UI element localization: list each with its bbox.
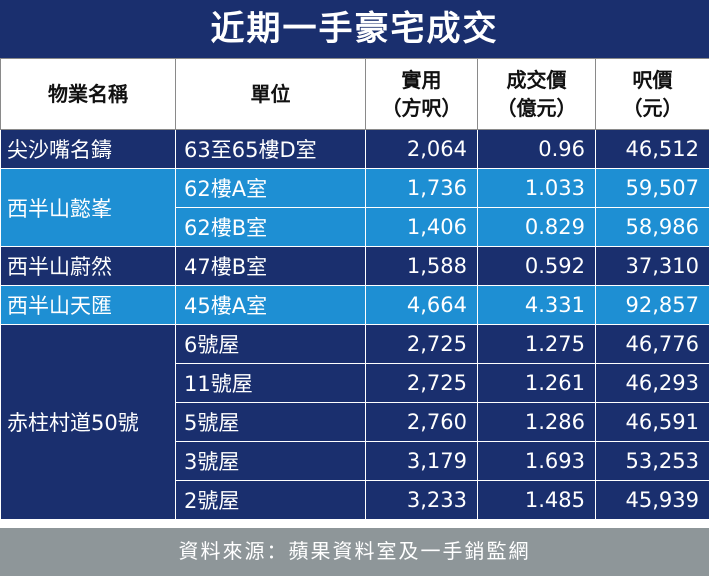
header-unit: 單位 (175, 58, 366, 130)
area-cell: 4,664 (365, 285, 478, 325)
area-cell: 2,725 (365, 363, 478, 403)
unit-cell: 47樓B室 (175, 246, 366, 286)
table-row: 62樓B室 1,406 0.829 58,986 (0, 207, 709, 247)
psf-cell: 46,512 (595, 129, 709, 169)
price-cell: 0.829 (477, 207, 596, 247)
unit-cell: 11號屋 (175, 363, 366, 403)
unit-cell: 3號屋 (175, 441, 366, 481)
unit-cell: 45樓A室 (175, 285, 366, 325)
area-cell: 3,233 (365, 480, 478, 520)
header-psf-line2: （元） (622, 96, 683, 120)
psf-cell: 59,507 (595, 168, 709, 208)
header-psf-line1: 呎價 (632, 68, 673, 92)
unit-cell: 5號屋 (175, 402, 366, 442)
unit-cell: 62樓B室 (175, 207, 366, 247)
project-name: 尖沙嘴名鑄 (0, 129, 176, 169)
header-price: 成交價 （億元） (477, 58, 596, 130)
psf-cell: 58,986 (595, 207, 709, 247)
table-row: 尖沙嘴名鑄 63至65樓D室 2,064 0.96 46,512 (0, 129, 709, 169)
source-footer: 資料來源：蘋果資料室及一手銷監網 (0, 528, 709, 576)
unit-cell: 62樓A室 (175, 168, 366, 208)
header-area-line2: （方呎） (381, 96, 462, 120)
area-cell: 2,725 (365, 324, 478, 364)
price-cell: 1.485 (477, 480, 596, 520)
area-cell: 1,588 (365, 246, 478, 286)
table-row: 西半山蔚然 47樓B室 1,588 0.592 37,310 (0, 246, 709, 286)
price-cell: 0.592 (477, 246, 596, 286)
area-cell: 3,179 (365, 441, 478, 481)
header-name: 物業名稱 (0, 58, 176, 130)
transactions-table: 物業名稱 單位 實用 （方呎） 成交價 （億元） 呎價 （元） 尖沙嘴名鑄 63… (0, 58, 709, 520)
header-area-line1: 實用 (401, 68, 442, 92)
table-row: 西半山懿峯 62樓A室 1,736 1.033 59,507 (0, 168, 709, 247)
psf-cell: 46,293 (595, 363, 709, 403)
header-price-line2: （億元） (496, 96, 577, 120)
unit-cell: 2號屋 (175, 480, 366, 520)
psf-cell: 92,857 (595, 285, 709, 325)
project-name: 赤柱村道50號 (0, 324, 176, 520)
price-cell: 0.96 (477, 129, 596, 169)
project-name: 西半山天匯 (0, 285, 176, 325)
price-cell: 1.275 (477, 324, 596, 364)
price-cell: 1.261 (477, 363, 596, 403)
unit-cell: 6號屋 (175, 324, 366, 364)
area-cell: 1,736 (365, 168, 478, 208)
psf-cell: 45,939 (595, 480, 709, 520)
area-cell: 1,406 (365, 207, 478, 247)
price-cell: 1.286 (477, 402, 596, 442)
header-row: 物業名稱 單位 實用 （方呎） 成交價 （億元） 呎價 （元） (0, 58, 709, 130)
area-cell: 2,064 (365, 129, 478, 169)
table-row: 西半山天匯 45樓A室 4,664 4.331 92,857 (0, 285, 709, 325)
header-price-line1: 成交價 (506, 68, 567, 92)
project-name: 西半山懿峯 (0, 168, 176, 247)
price-cell: 4.331 (477, 285, 596, 325)
table-title: 近期一手豪宅成交 (0, 0, 709, 58)
project-name: 西半山蔚然 (0, 246, 176, 286)
header-area: 實用 （方呎） (365, 58, 478, 130)
area-cell: 2,760 (365, 402, 478, 442)
price-cell: 1.033 (477, 168, 596, 208)
psf-cell: 37,310 (595, 246, 709, 286)
table-row: 赤柱村道50號 6號屋 2,725 1.275 46,776 (0, 324, 709, 520)
unit-cell: 63至65樓D室 (175, 129, 366, 169)
psf-cell: 53,253 (595, 441, 709, 481)
header-psf: 呎價 （元） (595, 58, 709, 130)
price-cell: 1.693 (477, 441, 596, 481)
psf-cell: 46,776 (595, 324, 709, 364)
psf-cell: 46,591 (595, 402, 709, 442)
